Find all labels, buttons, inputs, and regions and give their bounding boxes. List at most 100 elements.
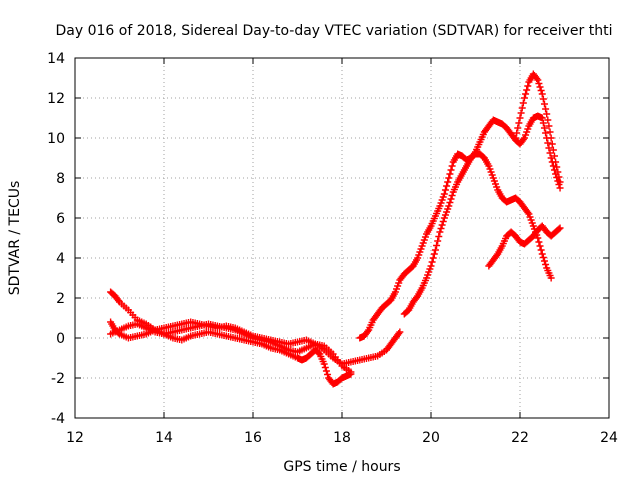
data-point — [542, 261, 550, 268]
data-point — [517, 109, 525, 117]
data-point — [429, 254, 437, 262]
data-point — [516, 114, 524, 122]
data-point — [515, 119, 523, 127]
data-point — [447, 195, 455, 203]
data-point — [534, 76, 542, 84]
data-point — [446, 170, 454, 178]
chart-title: Day 016 of 2018, Sidereal Day-to-day VTE… — [56, 23, 613, 39]
data-point — [533, 75, 541, 82]
data-point — [545, 144, 553, 152]
data-point — [542, 105, 550, 113]
series-track-c — [107, 320, 355, 376]
data-point — [535, 80, 543, 87]
data-point — [447, 166, 455, 174]
data-point — [347, 368, 355, 376]
data-point — [435, 233, 443, 240]
y-tick-label: -4 — [51, 411, 65, 427]
data-point — [513, 129, 521, 137]
data-point — [431, 246, 439, 254]
plot-frame — [74, 57, 610, 419]
y-tick-label: 10 — [47, 131, 65, 147]
data-point — [444, 178, 452, 186]
data-point — [548, 140, 556, 148]
data-point — [536, 83, 544, 91]
data-point — [322, 367, 330, 375]
data-point — [446, 199, 454, 206]
data-point — [544, 116, 552, 124]
data-point — [433, 242, 441, 249]
data-point — [537, 87, 545, 94]
data-point — [556, 184, 564, 192]
data-point — [547, 134, 555, 142]
data-point — [524, 82, 532, 90]
data-point — [540, 124, 548, 132]
x-tick-label: 12 — [66, 430, 84, 446]
data-point — [537, 246, 545, 254]
x-tick-label: 16 — [244, 430, 262, 446]
data-point — [512, 134, 520, 142]
data-point — [552, 158, 560, 166]
data-point — [520, 94, 528, 102]
data-point — [437, 225, 445, 232]
data-point — [445, 202, 453, 210]
data-point — [538, 90, 546, 98]
data-point — [553, 163, 561, 171]
data-point — [523, 86, 531, 94]
y-tick-label: 12 — [47, 91, 65, 107]
data-point — [448, 162, 456, 170]
y-tick-label: 6 — [56, 211, 65, 227]
series-track-f — [485, 222, 564, 270]
data-point — [524, 209, 532, 216]
data-point — [434, 237, 442, 245]
y-tick-label: 4 — [56, 251, 65, 267]
data-point — [543, 110, 551, 118]
y-tick-label: 0 — [56, 331, 65, 347]
data-point — [538, 250, 546, 258]
data-point — [544, 139, 552, 147]
data-point — [549, 146, 557, 154]
x-tick-label: 18 — [333, 430, 351, 446]
y-tick-label: 8 — [56, 171, 65, 187]
data-point — [545, 122, 553, 130]
data-points — [107, 70, 564, 388]
data-point — [428, 258, 436, 266]
data-point — [440, 190, 448, 198]
data-point — [539, 254, 547, 261]
series-track-g — [512, 70, 564, 186]
data-point — [514, 124, 522, 132]
data-point — [539, 119, 547, 127]
data-point — [535, 238, 543, 246]
series-track-d — [356, 150, 555, 342]
y-tick-label: -2 — [51, 371, 65, 387]
x-tick-label: 14 — [155, 430, 173, 446]
data-point — [519, 99, 527, 107]
data-point — [518, 104, 526, 112]
data-point — [470, 150, 478, 157]
data-point — [438, 221, 446, 229]
data-point — [364, 328, 372, 335]
data-point — [324, 371, 332, 378]
y-tick-label: 14 — [47, 51, 65, 67]
data-point — [436, 228, 444, 236]
data-point — [320, 360, 328, 368]
data-point — [556, 224, 564, 232]
data-point — [439, 218, 447, 225]
data-point — [540, 257, 548, 265]
data-point — [555, 173, 563, 181]
data-point — [522, 90, 530, 98]
data-point — [396, 328, 404, 336]
data-point — [427, 262, 435, 270]
data-point — [395, 330, 403, 337]
data-point — [448, 192, 456, 199]
data-point — [549, 162, 557, 170]
data-point — [542, 129, 550, 137]
x-tick-label: 20 — [422, 430, 440, 446]
data-point — [430, 250, 438, 258]
data-point — [441, 186, 449, 194]
data-point — [554, 168, 562, 176]
y-axis-label: SDTVAR / TECUs — [7, 181, 23, 296]
data-point — [546, 128, 554, 136]
x-tick-label: 22 — [511, 430, 529, 446]
